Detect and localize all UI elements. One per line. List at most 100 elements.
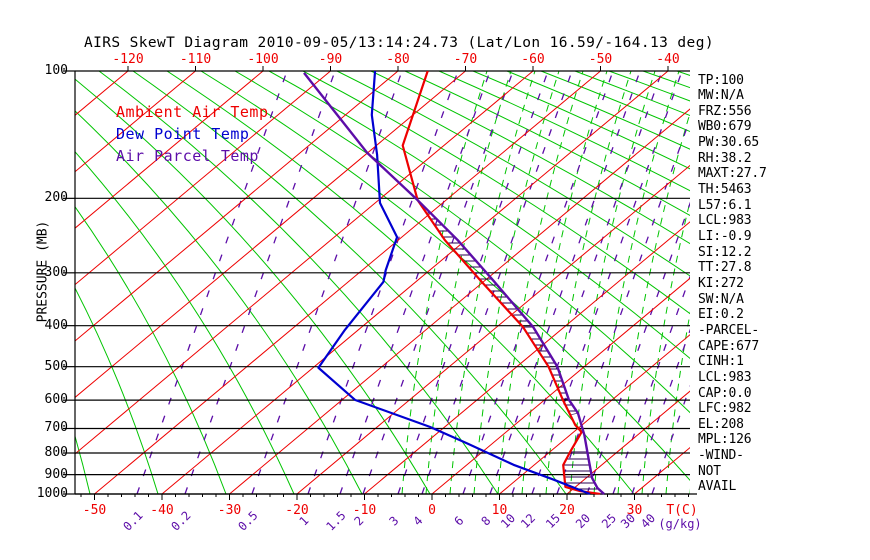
- pressure-tick-label: 100: [44, 63, 68, 78]
- moist-adiabat-line: [401, 71, 488, 495]
- mixing-ratio-line: [511, 71, 663, 495]
- dry-adiabat-line: [404, 71, 690, 217]
- bottom-temp-tick-label: -40: [150, 503, 174, 518]
- dry-adiabat-line: [268, 71, 690, 360]
- stat-line: TT:27.8: [698, 260, 752, 276]
- pressure-tick-label: 700: [44, 420, 68, 436]
- pressure-tick-label: 1000: [36, 486, 68, 501]
- top-temp-tick-label: -70: [453, 52, 478, 67]
- background-grid: [75, 71, 690, 495]
- isotherm-line: [75, 71, 331, 286]
- legend-item-dew-point-temp: Dew Point Temp: [116, 125, 250, 143]
- top-temp-tick-label: -50: [588, 52, 613, 67]
- legend-item-air-parcel-temp: Air Parcel Temp: [116, 147, 259, 165]
- dry-adiabat-line: [506, 71, 690, 150]
- dry-adiabat-line: [302, 71, 690, 315]
- isotherm-line: [75, 71, 534, 455]
- dry-adiabat-line: [75, 110, 363, 495]
- stat-line: MPL:126: [698, 432, 752, 448]
- dry-adiabat-line: [472, 71, 690, 170]
- moist-adiabat-line: [425, 71, 512, 495]
- isotherm-line: [364, 221, 690, 495]
- temp-unit-label: T(C): [666, 503, 698, 518]
- moist-adiabat-line: [569, 71, 656, 495]
- legend-item-ambient-air-temp: Ambient Air Temp: [116, 103, 269, 121]
- stat-line: -WIND-: [698, 448, 744, 464]
- pressure-tick-label: 200: [44, 190, 68, 206]
- pressure-tick-label: 800: [44, 445, 68, 460]
- moist-adiabat-line: [473, 71, 560, 495]
- isotherm-line: [431, 277, 690, 495]
- dry-adiabat-line: [75, 78, 431, 495]
- dry-adiabat-line: [336, 71, 690, 277]
- sounding-curves: [303, 71, 605, 495]
- dry-adiabat-line: [200, 71, 690, 482]
- stat-line: LI:-0.9: [698, 229, 752, 244]
- stat-line: TP:100: [698, 72, 744, 88]
- stat-line: SW:N/A: [698, 291, 744, 307]
- moist-adiabat-line: [641, 199, 690, 495]
- isotherm-line: [161, 71, 669, 495]
- top-temp-tick-label: -120: [112, 52, 144, 67]
- stat-line: LFC:982: [698, 401, 752, 417]
- bottom-temp-tick-label: -10: [352, 503, 377, 518]
- stat-line: RH:38.2: [698, 150, 752, 166]
- moist-adiabat-line: [593, 71, 680, 495]
- moist-adiabat-line: [617, 111, 690, 495]
- top-temp-tick-label: -40: [656, 52, 680, 67]
- moist-adiabat-line: [521, 71, 608, 495]
- top-temp-tick-label: -60: [521, 52, 545, 67]
- isotherm-line: [75, 71, 264, 229]
- stat-line: EI:0.2: [698, 307, 744, 323]
- bottom-temp-tick-label: -50: [82, 503, 107, 518]
- dry-adiabat-line: [540, 71, 690, 133]
- dry-adiabat-line: [132, 71, 567, 495]
- stat-line: TH:5463: [698, 182, 752, 198]
- stat-line: MW:N/A: [698, 88, 744, 104]
- bottom-temp-tick-label: -20: [285, 503, 309, 518]
- ambient-temp-curve: [401, 71, 601, 495]
- stat-line: SI:12.2: [698, 244, 752, 260]
- isotherm-line: [499, 334, 690, 495]
- bottom-temp-tick-label: 30: [626, 503, 643, 518]
- stat-line: EL:208: [698, 416, 744, 432]
- moist-adiabat-line: [497, 71, 584, 495]
- pressure-tick-label: 600: [44, 392, 68, 408]
- stat-line: KI:272: [698, 275, 744, 291]
- stat-line: AVAIL: [698, 479, 737, 495]
- stat-line: CINH:1: [698, 354, 744, 370]
- dry-adiabat-line: [98, 71, 499, 495]
- stat-line: NOT: [698, 463, 721, 479]
- stat-line: CAP:0.0: [698, 385, 752, 401]
- dew-point-curve: [317, 71, 591, 495]
- stat-line: MAXT:27.7: [698, 166, 767, 182]
- bottom-temp-tick-label: 10: [491, 503, 508, 518]
- pressure-tick-label: 400: [44, 317, 68, 333]
- pressure-tick-label: 900: [44, 466, 68, 482]
- stat-line: LCL:983: [698, 369, 752, 385]
- mixing-unit-label: (g/kg): [658, 517, 702, 531]
- dry-adiabat-line: [438, 71, 690, 192]
- top-temp-tick-label: -100: [247, 52, 279, 67]
- bottom-temp-tick-label: 20: [559, 503, 575, 518]
- pressure-tick-label: 300: [44, 264, 68, 280]
- dry-adiabat-line: [234, 71, 690, 414]
- isotherm-line: [566, 390, 690, 495]
- top-temp-tick-label: -90: [318, 52, 343, 67]
- dry-adiabat-line: [370, 71, 690, 245]
- stat-line: -PARCEL-: [698, 322, 760, 338]
- stat-line: CAPE:677: [698, 338, 760, 354]
- legend: Ambient Air Temp Dew Point Temp Air Parcel…: [116, 101, 269, 167]
- bottom-temp-tick-label: 0: [428, 503, 436, 518]
- isotherm-line: [75, 71, 466, 399]
- isotherm-line: [75, 71, 196, 173]
- isotherm-line: [296, 164, 690, 495]
- air-parcel-curve: [303, 72, 605, 495]
- chart-title: AIRS SkewT Diagram 2010-09-05/13:14:24.7…: [84, 35, 714, 51]
- mixing-ratio-line: [397, 71, 549, 495]
- stat-line: FRZ:556: [698, 103, 752, 119]
- stat-line: PW:30.65: [698, 135, 760, 151]
- stat-line: LCL:983: [698, 213, 752, 229]
